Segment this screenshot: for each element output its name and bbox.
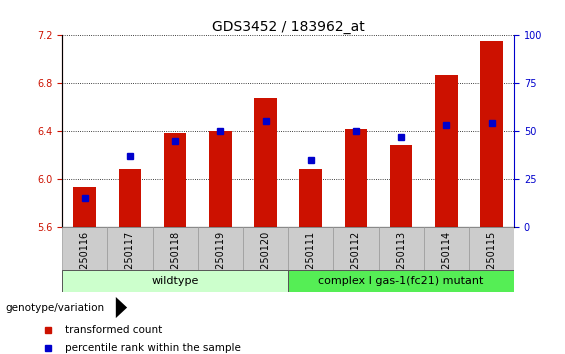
Text: transformed count: transformed count (65, 325, 162, 336)
Bar (209, 131, 232, 227)
Bar (288, 270, 514, 292)
Bar (153, 227, 198, 271)
Text: GSM250116: GSM250116 (80, 231, 90, 290)
Bar (198, 227, 243, 271)
Bar (288, 227, 333, 271)
Text: GSM250118: GSM250118 (170, 231, 180, 290)
Bar (299, 169, 322, 227)
Bar (379, 227, 424, 271)
Text: GSM250112: GSM250112 (351, 231, 361, 290)
Bar (62, 227, 107, 271)
Bar (469, 227, 514, 271)
Title: GDS3452 / 183962_at: GDS3452 / 183962_at (212, 21, 364, 34)
Bar (119, 169, 141, 227)
Bar (333, 227, 379, 271)
Bar (73, 187, 96, 227)
Text: GSM250120: GSM250120 (260, 231, 271, 290)
Text: GSM250113: GSM250113 (396, 231, 406, 290)
Text: GSM250117: GSM250117 (125, 231, 135, 290)
Text: genotype/variation: genotype/variation (6, 303, 105, 313)
Text: wildtype: wildtype (151, 276, 199, 286)
Bar (164, 133, 186, 227)
Bar (424, 227, 469, 271)
Text: complex I gas-1(fc21) mutant: complex I gas-1(fc21) mutant (319, 276, 484, 286)
Bar (345, 129, 367, 227)
Bar (107, 227, 153, 271)
Bar (254, 98, 277, 227)
Text: percentile rank within the sample: percentile rank within the sample (65, 343, 241, 353)
Bar (62, 270, 288, 292)
Text: GSM250119: GSM250119 (215, 231, 225, 290)
Polygon shape (116, 297, 127, 318)
Text: GSM250114: GSM250114 (441, 231, 451, 290)
Text: GSM250115: GSM250115 (486, 231, 497, 290)
Bar (480, 41, 503, 227)
Text: GSM250111: GSM250111 (306, 231, 316, 290)
Bar (243, 227, 288, 271)
Bar (390, 145, 412, 227)
Bar (435, 75, 458, 227)
